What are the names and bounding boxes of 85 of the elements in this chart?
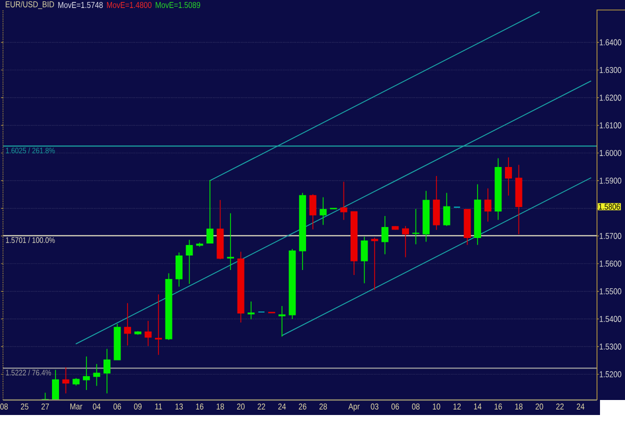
annotation: 1.5806 [598, 204, 620, 210]
text: MovE=1.4800 [107, 2, 152, 8]
x-tick-label: 16 [494, 403, 502, 410]
candlestick [288, 248, 296, 320]
candlestick [504, 157, 512, 196]
x-tick-label: 27 [42, 403, 49, 410]
candlestick [103, 348, 110, 394]
x-tick-label: Mar [70, 403, 82, 410]
y-tick-label: 1.5600 [600, 260, 622, 267]
x-tick-label: 16 [196, 403, 204, 410]
y-tick-label: 1.5300 [600, 344, 622, 350]
x-tick-label: 06 [113, 403, 122, 410]
text: MovE=1.5748 [58, 2, 103, 8]
candlestick [72, 378, 80, 386]
candlestick [154, 294, 162, 356]
ref-line-label: 1.6025 / 261.8% [6, 147, 55, 154]
ref-line-label: 1.5701 / 100.0% [6, 237, 55, 243]
ref-line-label: 1.5222 / 76.4% [6, 370, 51, 376]
x-tick-label: 24 [576, 403, 584, 410]
candlestick [196, 242, 204, 248]
y-tick-label: 1.6000 [600, 150, 622, 156]
candlestick [186, 239, 193, 284]
y-tick-label: 1.5500 [600, 288, 622, 294]
candlestick [114, 324, 121, 360]
x-tick-label: 06 [391, 403, 399, 410]
x-tick-label: 24 [278, 403, 286, 410]
x-tick-label: 11 [155, 403, 162, 410]
x-tick-label: 18 [216, 403, 224, 410]
x-tick-label: 04 [92, 403, 101, 410]
candlestick [381, 216, 388, 255]
candlestick [360, 236, 368, 284]
candlestick [320, 196, 327, 226]
x-tick-label: 03 [370, 403, 378, 410]
candlestick [144, 320, 152, 346]
x-tick-label: 14 [474, 403, 482, 410]
candlestick [422, 190, 430, 242]
x-tick-label: 18 [515, 403, 523, 410]
candlestick [124, 302, 132, 346]
x-tick-label: 20 [237, 403, 245, 410]
x-tick-label: 20 [536, 403, 544, 410]
x-tick-label: Apr [348, 403, 360, 412]
candlestick [392, 226, 399, 230]
candlestick [299, 192, 306, 270]
y-tick-label: 1.5400 [600, 316, 622, 322]
candlestick [371, 237, 378, 290]
candlestick [443, 192, 450, 226]
x-tick-label: 13 [176, 403, 183, 410]
x-tick-label: 22 [556, 403, 564, 410]
candlestick [464, 209, 471, 246]
y-tick-label: 1.6300 [600, 66, 622, 74]
candlestick [432, 176, 440, 230]
y-tick-label: 1.6200 [600, 94, 622, 101]
x-tick-label: 25 [20, 403, 28, 410]
x-tick-label: 22 [258, 403, 266, 410]
candlestick [484, 188, 492, 222]
candlestick [216, 200, 224, 260]
y-tick-label: 1.5200 [600, 371, 622, 378]
chart-title: EUR/USD_BID [6, 1, 54, 9]
x-tick-label: 08 [412, 403, 420, 410]
candlestick [350, 211, 358, 276]
candlestick [134, 330, 142, 336]
x-tick-label: 10 [432, 403, 440, 410]
y-tick-label: 1.5900 [600, 178, 622, 184]
y-tick-label: 1.5700 [600, 232, 622, 240]
candlestick [206, 180, 214, 244]
candlestick [176, 252, 183, 287]
x-tick-label: 26 [298, 403, 306, 410]
candlestick [227, 212, 234, 270]
candlestick [494, 158, 502, 220]
candlestick [237, 251, 244, 323]
y-tick-label: 1.6100 [600, 122, 622, 128]
x-tick-label: 28 [319, 403, 327, 410]
candlestick [474, 184, 482, 246]
text: MovE=1.5089 [156, 2, 200, 8]
y-tick-label: 1.6400 [600, 39, 622, 46]
candlestick [402, 226, 410, 258]
x-tick-label: 08 [0, 403, 8, 410]
candlestick [52, 369, 59, 400]
x-tick-label: 09 [134, 403, 142, 410]
candlestick [248, 301, 255, 320]
candlestick [278, 306, 286, 338]
candlestick [165, 272, 172, 340]
x-tick-label: 12 [453, 403, 461, 410]
candlestick [82, 356, 90, 390]
candlestick [309, 194, 316, 230]
